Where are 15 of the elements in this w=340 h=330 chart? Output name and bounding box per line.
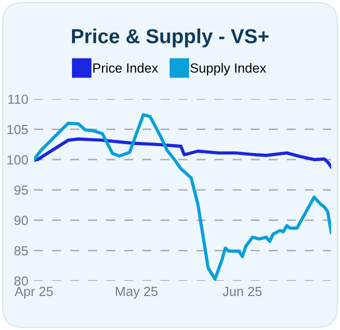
x-tick-label: Jun 25 — [222, 286, 262, 296]
y-tick-label: 100 — [7, 155, 28, 165]
y-tick-label: 95 — [14, 185, 28, 195]
line-series — [34, 137, 332, 168]
line-series — [34, 113, 332, 281]
y-tick-label: 105 — [7, 124, 28, 134]
y-tick-label: 110 — [8, 94, 28, 104]
chart-title: Price & Supply - VS+ — [72, 28, 269, 48]
y-tick-label: 85 — [14, 246, 28, 256]
legend-label: Supply Index — [190, 63, 266, 76]
x-tick-label: May 25 — [116, 286, 158, 299]
y-tick-label: 80 — [14, 276, 28, 286]
legend-label: Price Index — [93, 63, 158, 73]
y-tick-label: 90 — [14, 216, 28, 226]
x-tick-label: Apr 25 — [14, 286, 53, 299]
